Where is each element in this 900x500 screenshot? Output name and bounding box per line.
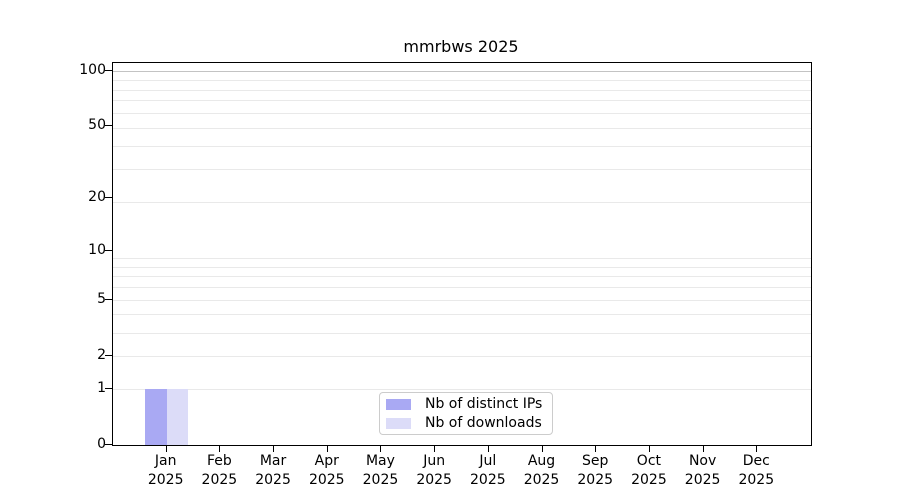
x-tick-label-jan: Jan 2025: [147, 453, 184, 488]
x-tick-label-jul: Jul 2025: [470, 453, 506, 488]
gridline: [113, 388, 811, 390]
chart-title: mmrbws 2025: [403, 37, 519, 56]
y-tick-mark: [105, 387, 112, 389]
gridline: [113, 258, 811, 260]
x-tick-label-may: May 2025: [362, 453, 399, 488]
y-tick-mark: [105, 298, 112, 300]
gridline: [113, 71, 811, 73]
x-tick-mark: [165, 445, 167, 452]
x-tick-mark: [756, 445, 758, 452]
x-tick-label-jun: Jun 2025: [416, 453, 452, 488]
y-tick-label: 2: [97, 346, 106, 363]
legend-swatch-distinct-ips: [386, 398, 411, 410]
gridline: [113, 169, 811, 171]
x-tick-label-dec: Dec 2025: [738, 453, 775, 488]
x-tick-mark: [273, 445, 275, 452]
y-tick-label: 50: [88, 117, 106, 134]
legend: Nb of distinct IPs Nb of downloads: [379, 392, 553, 435]
x-tick-mark: [434, 445, 436, 452]
gridline: [113, 266, 811, 268]
y-tick-mark: [105, 197, 112, 199]
y-tick-label: 0: [97, 436, 106, 452]
y-tick-mark: [105, 125, 112, 127]
x-tick-label-nov: Nov 2025: [684, 453, 721, 488]
x-tick-mark: [648, 445, 650, 452]
y-tick-label: 20: [88, 189, 106, 206]
x-tick-label-aug: Aug 2025: [523, 453, 560, 488]
y-tick-mark: [105, 354, 112, 356]
x-tick-label-oct: Oct 2025: [631, 453, 667, 488]
y-tick-mark: [105, 249, 112, 251]
legend-swatch-downloads: [386, 417, 411, 429]
x-tick-label-mar: Mar 2025: [255, 453, 291, 488]
x-tick-mark: [219, 445, 221, 452]
x-tick-mark: [595, 445, 597, 452]
gridline: [113, 299, 811, 301]
x-tick-mark: [541, 445, 543, 452]
plot-area: Nb of distinct IPs Nb of downloads: [112, 62, 812, 446]
gridline: [113, 202, 811, 203]
legend-label-distinct-ips: Nb of distinct IPs: [425, 395, 543, 412]
x-tick-label-apr: Apr 2025: [308, 453, 345, 488]
gridline: [113, 287, 811, 289]
x-tick-mark: [380, 445, 382, 452]
gridline: [113, 145, 811, 147]
bar-nb-of-downloads: [166, 388, 189, 445]
gridline: [113, 332, 811, 334]
legend-label-downloads: Nb of downloads: [425, 414, 542, 431]
gridline: [113, 100, 811, 102]
gridline: [113, 355, 811, 357]
y-tick-mark: [105, 444, 112, 445]
x-tick-label-sep: Sep 2025: [577, 453, 614, 488]
gridline: [113, 276, 811, 278]
y-tick-label: 5: [97, 290, 106, 307]
gridline: [113, 112, 811, 114]
y-tick-label: 100: [79, 61, 106, 78]
bar-nb-of-distinct-ips: [145, 388, 167, 445]
gridline: [113, 89, 811, 91]
y-tick-label: 10: [88, 241, 106, 258]
gridline: [113, 127, 811, 129]
legend-item-downloads: Nb of downloads: [386, 414, 545, 431]
x-tick-mark: [487, 445, 489, 452]
x-tick-mark: [702, 445, 704, 452]
x-tick-label-feb: Feb 2025: [201, 453, 238, 488]
legend-item-distinct-ips: Nb of distinct IPs: [386, 395, 545, 412]
y-tick-label: 1: [97, 379, 106, 396]
gridline: [113, 314, 811, 316]
x-tick-mark: [326, 445, 328, 452]
y-tick-mark: [105, 69, 112, 71]
gridline: [113, 80, 811, 81]
